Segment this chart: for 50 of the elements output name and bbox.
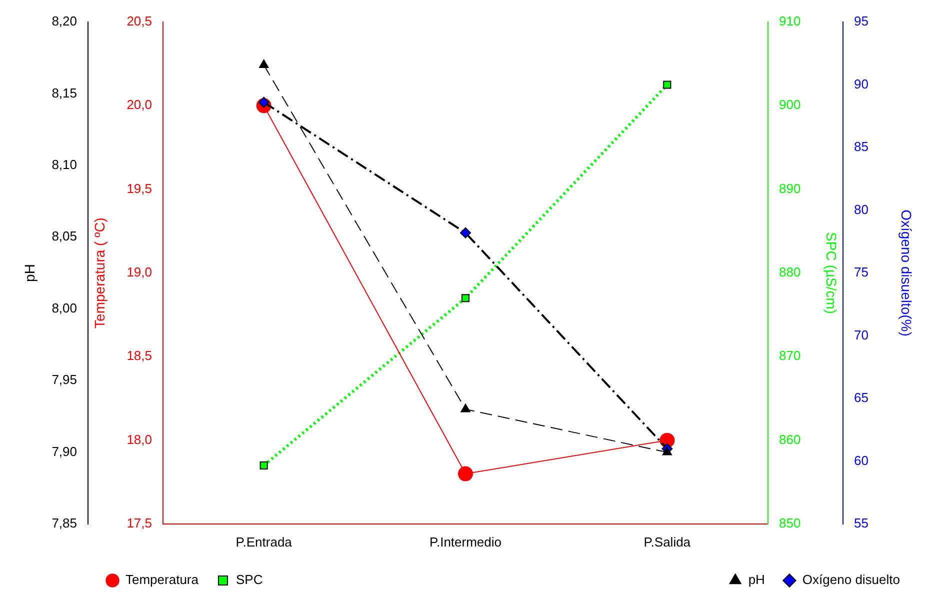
y2-tick-label: 60 <box>854 452 868 468</box>
legend-label: Oxígeno disuelto <box>802 572 900 588</box>
y2-tick-label: 870 <box>779 348 801 364</box>
y-tick-label: 19,5 <box>126 180 152 196</box>
y-tick-label: 18,0 <box>126 432 152 447</box>
y-tick-label: 7,95 <box>52 372 77 388</box>
x-tick-label: P.Salida <box>644 534 692 550</box>
y2-tick-label: 70 <box>854 327 868 342</box>
y2-axis-title: SPC (µS/cm) <box>824 232 840 314</box>
y2-axis-title: Oxígeno disuelto(%) <box>898 210 915 336</box>
y-axis-title: pH <box>21 264 38 282</box>
y-axis-title: Temperatura ( ºC) <box>91 218 108 328</box>
y2-tick-label: 85 <box>854 139 868 154</box>
y-tick-label: 17,5 <box>126 516 152 531</box>
legend-label: SPC <box>236 572 263 588</box>
y2-tick-label: 75 <box>854 264 868 280</box>
point <box>460 404 470 412</box>
y-tick-label: 8,05 <box>52 228 77 244</box>
y2-tick-label: 890 <box>779 180 801 196</box>
legend-label: pH <box>748 572 765 588</box>
y-tick-label: 7,90 <box>52 444 77 459</box>
y2-tick-label: 65 <box>854 390 868 406</box>
point <box>662 446 672 456</box>
y-tick-label: 8,00 <box>52 300 77 316</box>
x-tick-label: P.Intermedio <box>429 534 502 550</box>
x-tick-label: P.Entrada <box>236 534 293 550</box>
y-tick-label: 8,20 <box>52 14 77 29</box>
y-tick-label: 19,0 <box>126 264 152 280</box>
y-tick-label: 8,10 <box>52 157 77 172</box>
point <box>458 466 473 482</box>
point <box>460 227 471 238</box>
y-tick-label: 20,0 <box>126 97 152 112</box>
y2-tick-label: 860 <box>779 432 801 447</box>
point <box>461 294 470 302</box>
y2-tick-label: 880 <box>779 264 801 280</box>
y2-tick-label: 95 <box>854 14 868 29</box>
point <box>260 461 268 470</box>
y-tick-label: 18,5 <box>126 348 152 364</box>
y-tick-label: 7,85 <box>52 516 77 531</box>
y2-tick-label: 900 <box>779 97 801 112</box>
point <box>663 80 672 89</box>
y2-tick-label: 55 <box>854 516 868 531</box>
legend-label: Temperatura <box>126 572 200 588</box>
y2-tick-label: 910 <box>779 14 801 29</box>
y2-tick-label: 80 <box>854 202 868 217</box>
y-tick-label: 8,15 <box>52 85 77 100</box>
point <box>259 60 269 68</box>
y2-tick-label: 90 <box>854 76 868 92</box>
y2-tick-label: 850 <box>779 516 801 531</box>
y-tick-label: 20,5 <box>126 14 152 29</box>
